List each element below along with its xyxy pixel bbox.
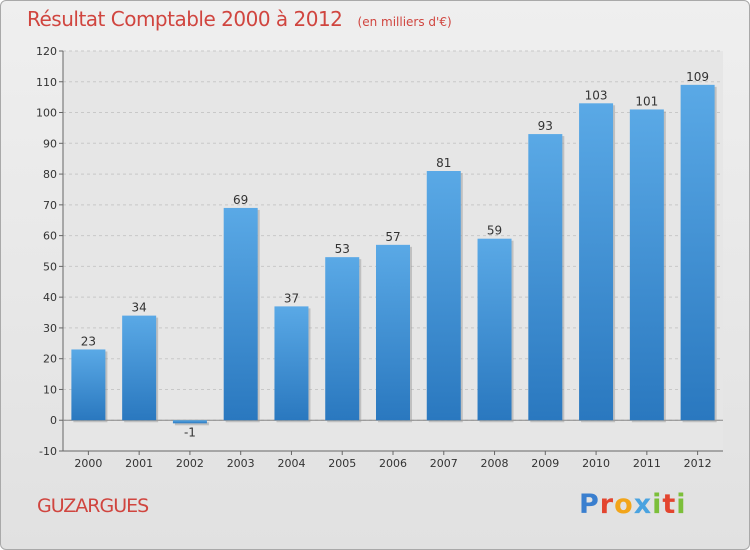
x-tick-label: 2006 — [379, 457, 407, 470]
bar — [528, 134, 563, 421]
x-tick-label: 2005 — [328, 457, 356, 470]
bar — [680, 84, 715, 421]
data-label: 57 — [385, 230, 400, 244]
x-tick-label: 2008 — [481, 457, 509, 470]
y-tick-label: 110 — [36, 76, 57, 89]
bar — [376, 244, 410, 421]
x-tick-label: 2000 — [74, 457, 102, 470]
y-tick-label: 100 — [36, 107, 57, 120]
y-tick-label: 60 — [43, 230, 57, 243]
bar — [172, 420, 207, 424]
bar — [477, 238, 512, 421]
y-tick-label: 50 — [43, 260, 57, 273]
data-label: 101 — [635, 94, 658, 108]
bar — [223, 207, 258, 421]
y-tick-label: 30 — [43, 322, 57, 335]
data-label: 37 — [284, 291, 299, 305]
bar — [629, 109, 664, 421]
data-label: 59 — [487, 224, 502, 238]
data-label: 81 — [436, 156, 451, 170]
y-tick-label: 70 — [43, 199, 57, 212]
x-tick-label: 2009 — [531, 457, 559, 470]
data-label: 53 — [335, 242, 350, 256]
bar — [325, 257, 360, 421]
data-label: 69 — [233, 193, 248, 207]
x-tick-label: 2002 — [176, 457, 204, 470]
y-tick-label: 10 — [43, 383, 57, 396]
bar-shadow — [174, 422, 209, 426]
x-tick-label: 2012 — [684, 457, 712, 470]
x-tick-label: 2007 — [430, 457, 458, 470]
y-tick-label: 90 — [43, 137, 57, 150]
bar — [274, 306, 309, 421]
data-label: 23 — [81, 334, 96, 348]
y-tick-label: 20 — [43, 353, 57, 366]
y-tick-label: 40 — [43, 291, 57, 304]
chart-title-block: Résultat Comptable 2000 à 2012 (en milli… — [27, 7, 452, 31]
logo-letter: t — [662, 489, 677, 520]
logo-letter: o — [614, 489, 634, 520]
y-tick-label: 120 — [36, 45, 57, 58]
data-label: 93 — [538, 119, 553, 133]
logo-letter: i — [652, 489, 663, 520]
logo-letter: r — [599, 489, 615, 520]
data-label: 34 — [132, 301, 147, 315]
y-tick-label: 80 — [43, 168, 57, 181]
chart-subtitle: (en milliers d'€) — [357, 15, 452, 29]
x-tick-label: 2004 — [277, 457, 305, 470]
bar — [579, 103, 614, 421]
x-tick-label: 2011 — [633, 457, 661, 470]
bar — [426, 171, 461, 421]
logo-letter: P — [579, 489, 600, 520]
chart-title: Résultat Comptable 2000 à 2012 — [27, 7, 343, 31]
x-tick-label: 2010 — [582, 457, 610, 470]
logo-letter: i — [676, 489, 687, 520]
x-tick-label: 2003 — [227, 457, 255, 470]
data-label: 109 — [686, 70, 709, 84]
x-tick-label: 2001 — [125, 457, 153, 470]
logo-letter: x — [633, 489, 653, 520]
bar — [122, 315, 157, 421]
y-tick-label: -10 — [39, 445, 57, 458]
data-label: 103 — [585, 88, 608, 102]
bar — [71, 349, 106, 421]
data-label: -1 — [184, 425, 196, 439]
town-name: GUZARGUES — [37, 495, 149, 517]
y-tick-label: 0 — [50, 414, 57, 427]
proxiti-logo: Proxiti — [579, 489, 687, 520]
